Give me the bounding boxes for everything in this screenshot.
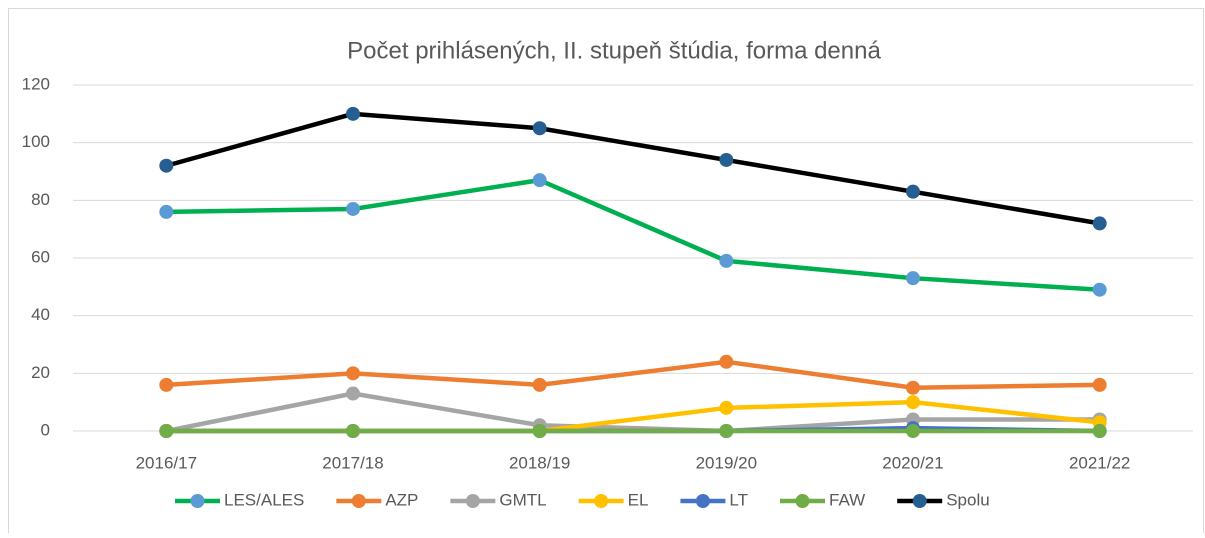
y-tick-label: 120 (22, 74, 50, 93)
marker (1092, 282, 1107, 297)
marker (719, 152, 734, 167)
marker (719, 424, 734, 438)
chart-title: Počet prihlásených, II. stupeň štúdia, f… (347, 37, 881, 64)
x-tick-label: 2019/20 (696, 453, 757, 472)
marker (159, 204, 174, 219)
y-tick-label: 20 (31, 363, 50, 382)
marker (906, 184, 920, 199)
marker (906, 380, 920, 395)
marker (906, 271, 920, 286)
legend-marker (795, 494, 810, 508)
legend-label: Spolu (946, 490, 989, 509)
y-tick-label: 60 (31, 247, 50, 266)
legend-marker (594, 494, 609, 508)
marker (906, 424, 920, 438)
marker (346, 386, 360, 401)
legend-label: AZP (385, 490, 418, 509)
marker (719, 400, 734, 415)
marker (159, 158, 174, 173)
y-tick-label: 40 (31, 305, 50, 324)
legend-label: EL (628, 490, 649, 509)
marker (346, 201, 360, 216)
series-line (166, 359, 1100, 390)
legend-marker (912, 494, 927, 508)
legend-marker (465, 494, 480, 508)
marker (1092, 377, 1107, 392)
series-line (166, 177, 1100, 292)
legend-label: LES/ALES (224, 490, 304, 509)
y-tick-label: 80 (31, 190, 50, 209)
legend-marker (695, 494, 710, 508)
x-tick-label: 2021/22 (1069, 453, 1130, 472)
marker (159, 424, 174, 438)
legend-marker (351, 494, 366, 508)
x-tick-label: 2020/21 (882, 453, 943, 472)
marker (532, 424, 547, 438)
marker (719, 253, 734, 268)
marker (532, 377, 547, 392)
marker (346, 424, 360, 438)
legend-label: GMTL (499, 490, 546, 509)
marker (906, 395, 920, 410)
marker (1092, 424, 1107, 438)
legend-marker (190, 494, 205, 508)
series-line (165, 391, 1100, 434)
marker (532, 173, 547, 188)
legend-label: LT (729, 490, 748, 509)
x-tick-label: 2018/19 (509, 453, 570, 472)
x-tick-label: 2017/18 (322, 453, 383, 472)
series-line (165, 111, 1101, 226)
marker (1092, 216, 1107, 231)
marker (346, 366, 360, 381)
y-tick-label: 100 (22, 132, 50, 151)
x-tick-label: 2016/17 (136, 453, 197, 472)
legend-label: FAW (829, 490, 865, 509)
marker (346, 106, 360, 121)
marker (532, 121, 547, 136)
marker (159, 377, 174, 392)
marker (719, 354, 734, 369)
y-tick-label: 0 (41, 420, 50, 439)
chart-border (8, 8, 1204, 538)
